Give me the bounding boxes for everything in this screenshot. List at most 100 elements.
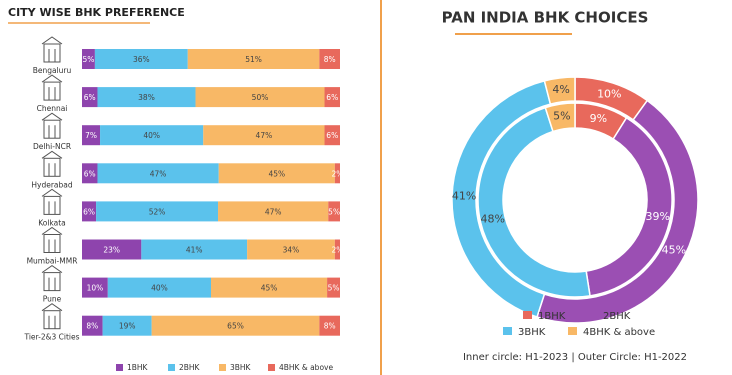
- bar-segment: [97, 87, 196, 108]
- bar-segment: [82, 163, 98, 184]
- value-label: 10%: [87, 284, 104, 293]
- legend-swatch: [219, 364, 226, 371]
- value-label: 5%: [553, 110, 570, 123]
- value-label: 45%: [662, 243, 686, 256]
- legend-label: 1BHK: [538, 311, 566, 322]
- city-icon: [43, 119, 61, 139]
- bar-segment: [327, 277, 340, 298]
- category-label: Pune: [43, 295, 62, 304]
- bar-segment: [218, 163, 335, 184]
- value-label: 48%: [481, 213, 505, 226]
- value-label: 47%: [256, 131, 273, 140]
- city-icon: [43, 43, 61, 63]
- donut-slice: [543, 76, 576, 106]
- value-label: 41%: [186, 246, 203, 255]
- value-label: 8%: [324, 55, 336, 64]
- value-label: 40%: [143, 131, 160, 140]
- city-icon: [41, 226, 63, 235]
- bar-segment: [96, 201, 219, 222]
- value-label: 6%: [326, 93, 338, 102]
- category-label: Chennai: [37, 104, 68, 113]
- value-label: 47%: [150, 169, 167, 178]
- city-icon: [41, 188, 63, 197]
- city-icon: [43, 272, 61, 292]
- value-label: 52%: [149, 207, 166, 216]
- bar-segment: [82, 87, 98, 108]
- legend-label: 4BHK & above: [583, 327, 655, 338]
- legend-label: 4BHK & above: [279, 363, 333, 372]
- donut-slice: [544, 102, 576, 133]
- value-label: 45%: [268, 169, 285, 178]
- value-label: 8%: [86, 322, 98, 331]
- category-label: Kolkata: [38, 218, 66, 227]
- value-label: 6%: [83, 207, 95, 216]
- value-label: 4%: [552, 83, 569, 96]
- bar-segment: [102, 315, 152, 336]
- bar-segment: [107, 277, 211, 298]
- legend-swatch: [168, 364, 175, 371]
- city-icon: [41, 264, 63, 274]
- bar-segment: [151, 315, 320, 336]
- bar-segment: [218, 201, 329, 222]
- value-label: 40%: [151, 284, 168, 293]
- city-icon: [41, 112, 63, 121]
- city-icon: [41, 36, 63, 45]
- legend-swatch: [523, 311, 532, 319]
- legend-label: 2BHK: [603, 311, 631, 322]
- chart-title: PAN INDIA BHK CHOICES: [442, 9, 649, 27]
- bar-segment: [82, 125, 101, 146]
- city-icon: [43, 157, 61, 177]
- bar-segment: [324, 125, 340, 146]
- value-label: 23%: [103, 246, 120, 255]
- category-label: Tier-2&3 Cities: [23, 333, 79, 342]
- legend-swatch: [268, 364, 275, 371]
- bar-segment: [100, 125, 204, 146]
- chart-title: CITY WISE BHK PREFERENCE: [8, 6, 185, 19]
- value-label: 19%: [119, 322, 136, 331]
- value-label: 5%: [328, 284, 340, 293]
- bar-segment: [82, 239, 142, 260]
- legend-label: 3BHK: [230, 363, 252, 372]
- value-label: 65%: [227, 322, 244, 331]
- bar-segment: [82, 315, 103, 336]
- value-label: 51%: [245, 55, 262, 64]
- city-icon: [41, 303, 63, 312]
- value-label: 34%: [283, 246, 300, 255]
- value-label: 9%: [590, 112, 607, 125]
- value-label: 6%: [84, 93, 96, 102]
- bar-segment: [334, 163, 340, 184]
- legend-swatch: [503, 327, 512, 335]
- value-label: 5%: [328, 207, 340, 216]
- city-icon: [43, 81, 61, 101]
- bar-segment: [203, 125, 325, 146]
- category-label: Mumbai-MMR: [27, 257, 78, 266]
- value-label: 38%: [138, 93, 155, 102]
- value-label: 41%: [452, 190, 476, 203]
- city-icon: [41, 74, 63, 83]
- value-label: 2%: [331, 169, 343, 178]
- value-label: 6%: [326, 131, 338, 140]
- bar-segment: [82, 277, 108, 298]
- bar-segment: [334, 239, 340, 260]
- legend-label: 1BHK: [127, 363, 149, 372]
- legend-label: 3BHK: [518, 327, 546, 338]
- bar-segment: [187, 49, 320, 69]
- bar-segment: [82, 49, 95, 69]
- value-label: 6%: [84, 169, 96, 178]
- city-icon: [43, 310, 61, 330]
- bar-segment: [82, 201, 97, 222]
- caption: Inner circle: H1-2023 | Outer Circle: H1…: [463, 352, 687, 363]
- legend-swatch: [588, 311, 597, 319]
- category-label: Delhi-NCR: [33, 142, 71, 151]
- city-icon: [43, 234, 61, 253]
- bar-segment: [195, 87, 325, 108]
- bar-segment: [97, 163, 219, 184]
- bar-segment: [319, 315, 340, 336]
- value-label: 47%: [265, 207, 282, 216]
- city-icon: [41, 150, 63, 159]
- value-label: 8%: [324, 322, 336, 331]
- value-label: 45%: [261, 284, 278, 293]
- bar-segment: [94, 49, 188, 69]
